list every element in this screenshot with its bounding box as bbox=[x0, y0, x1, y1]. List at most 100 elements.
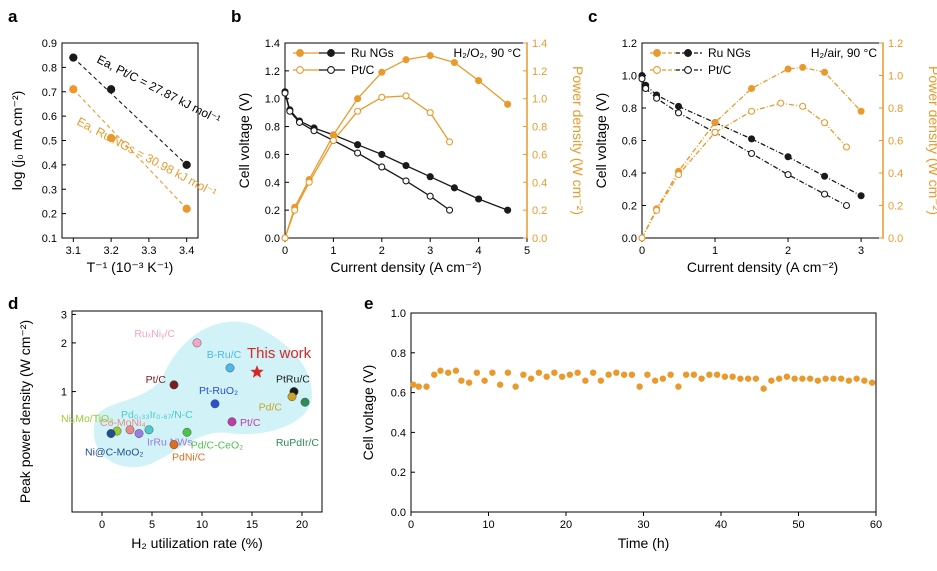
x-tick-label: 3.3 bbox=[141, 245, 156, 257]
point-label: Pt/C bbox=[240, 417, 261, 429]
data-point bbox=[125, 425, 135, 435]
x-tick-label: 3.2 bbox=[103, 245, 118, 257]
panel-label: e bbox=[364, 294, 373, 313]
point-label: Co-MoNi₄ bbox=[100, 417, 146, 429]
data-point bbox=[227, 417, 237, 427]
x-tick-label: 40 bbox=[715, 519, 727, 531]
panel-a: a 3.1 3.2 3.3 3.4 0.1 0.2 0.3 0.4 0.5 0.6 0.7 0.8 0.9… bbox=[8, 7, 223, 275]
panel-d: d 0 5 10 15 20 1 2 3 H₂ utilization rate (%) Peak … bbox=[8, 294, 323, 551]
legend-marker-power bbox=[653, 66, 661, 74]
data-point bbox=[857, 192, 865, 200]
series-line bbox=[284, 91, 508, 211]
data-point bbox=[675, 383, 682, 390]
data-point bbox=[182, 160, 191, 170]
data-point bbox=[295, 118, 304, 126]
y2-tick-label: 1.0 bbox=[532, 94, 547, 106]
data-point bbox=[281, 234, 289, 242]
point-9: Pd₀.₃₃Ir₀.₆₇/N-C bbox=[121, 409, 193, 435]
legend-label: Ru NGs bbox=[708, 46, 751, 60]
x-axis-label: Time (h) bbox=[618, 535, 670, 551]
series-voltage bbox=[410, 367, 876, 392]
data-point bbox=[281, 89, 289, 97]
y-tick-label: 0.5 bbox=[42, 136, 57, 148]
x-axis-label: Current density (A cm⁻²) bbox=[330, 259, 481, 275]
y-axis-label: Cell voltage (V) bbox=[360, 365, 376, 461]
y-axis-label: Peak power density (W cm⁻²) bbox=[17, 320, 33, 503]
y2-tick-label: 0.2 bbox=[888, 201, 903, 213]
data-point bbox=[574, 369, 581, 376]
data-point bbox=[713, 371, 721, 378]
data-point bbox=[305, 178, 313, 186]
y-tick-label: 1 bbox=[61, 387, 67, 399]
data-point bbox=[481, 377, 488, 384]
point-7: Pt-RuO₂ bbox=[199, 385, 238, 409]
data-point bbox=[437, 367, 444, 374]
data-point bbox=[747, 84, 756, 93]
y-tick-label: 3 bbox=[61, 309, 67, 321]
legend-marker-voltage bbox=[327, 66, 335, 74]
condition-label: H₂/O₂, 90 °C bbox=[454, 46, 522, 60]
condition-label: H₂/air, 90 °C bbox=[811, 46, 877, 60]
data-point bbox=[582, 377, 589, 384]
x-tick-label: 0 bbox=[408, 519, 414, 531]
point-label: RuPdIr/C bbox=[276, 437, 320, 449]
data-point bbox=[450, 184, 458, 192]
y-tick-label: 0.0 bbox=[265, 233, 280, 245]
point-label: Pd/C-CeO₂ bbox=[191, 439, 244, 451]
data-point bbox=[729, 373, 736, 380]
data-point bbox=[450, 58, 458, 67]
data-point bbox=[445, 369, 452, 376]
data-point bbox=[402, 56, 410, 64]
legend-marker-power bbox=[653, 49, 661, 57]
y2-axis-label: Power density (W cm⁻²) bbox=[926, 66, 937, 215]
data-point bbox=[415, 383, 422, 390]
data-point bbox=[543, 373, 550, 380]
data-point bbox=[475, 195, 483, 203]
point-3: Pt/C bbox=[146, 374, 179, 390]
data-point bbox=[806, 375, 814, 382]
data-point bbox=[354, 95, 362, 103]
x-tick-label: 15 bbox=[246, 519, 258, 531]
panel-b: b0 1 2 3 4 50.00.20.40.60.81.01.21.40.00.20.4… bbox=[231, 7, 586, 275]
point-1: B-Ru/C bbox=[207, 349, 242, 373]
data-point bbox=[690, 371, 698, 378]
legend: Ru NGs Pt/C bbox=[293, 46, 394, 77]
data-point bbox=[286, 107, 294, 115]
data-point bbox=[354, 107, 362, 115]
data-point bbox=[106, 133, 116, 143]
data-point bbox=[504, 369, 512, 376]
point-label: Pd₀.₃₃Ir₀.₆₇/N-C bbox=[121, 409, 193, 421]
data-point bbox=[674, 102, 683, 110]
y2-axis-label: Power density (W cm⁻²) bbox=[570, 66, 586, 215]
data-point bbox=[799, 102, 807, 110]
data-point bbox=[868, 379, 876, 386]
y-tick-label: 0.6 bbox=[622, 136, 637, 148]
data-point bbox=[845, 377, 853, 384]
data-point bbox=[853, 375, 860, 382]
legend-marker-voltage bbox=[684, 66, 692, 74]
data-point bbox=[638, 234, 646, 242]
x-tick-label: 5 bbox=[149, 519, 155, 531]
y-tick-label: 0.1 bbox=[42, 233, 57, 245]
data-point bbox=[192, 338, 202, 348]
x-axis-label: Current density (A cm⁻²) bbox=[687, 259, 838, 275]
series-line bbox=[641, 66, 862, 239]
panel-label: a bbox=[8, 7, 18, 26]
series-line bbox=[284, 92, 450, 211]
point-14: Ni@C-MoO₂ bbox=[85, 429, 143, 459]
data-point bbox=[747, 135, 756, 143]
data-point bbox=[169, 380, 179, 390]
y2-tick-label: 0.6 bbox=[532, 149, 547, 161]
y-tick-label: 1.0 bbox=[265, 94, 280, 106]
y-tick-label: 0.4 bbox=[391, 427, 406, 439]
data-point bbox=[144, 425, 154, 435]
data-point bbox=[747, 149, 756, 158]
data-point bbox=[402, 162, 410, 170]
data-point bbox=[402, 92, 410, 100]
data-point bbox=[504, 100, 512, 108]
data-point bbox=[446, 206, 454, 214]
plot-frame bbox=[284, 42, 528, 239]
data-point bbox=[291, 206, 299, 214]
y2-tick-label: 1.2 bbox=[888, 38, 903, 50]
data-point bbox=[814, 377, 822, 384]
